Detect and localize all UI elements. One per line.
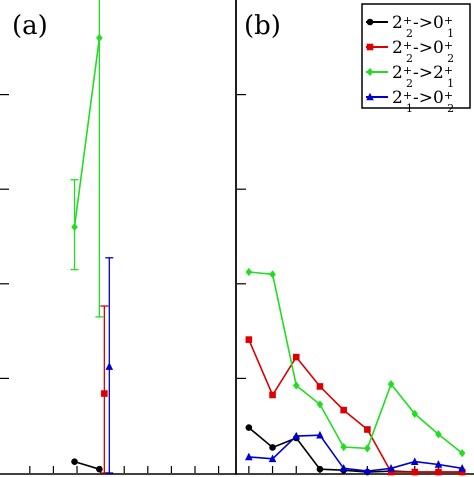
b-series-line-2: [248, 271, 463, 454]
legend-label-2-part-0: 2: [392, 63, 403, 83]
legend-marker-0: [366, 18, 374, 26]
panel-b-series: [245, 267, 466, 476]
legend-label-0-part-5: +: [444, 14, 453, 27]
b-point-0-1: [269, 444, 276, 451]
b-point-1-8: [435, 468, 442, 476]
legend-label-2-part-5: +: [444, 64, 453, 77]
legend-label-1-part-6: 2: [447, 52, 454, 65]
legend-label-2-part-6: 1: [447, 77, 454, 90]
a-point-0-0: [71, 458, 78, 465]
panel-a-frame: [0, 0, 237, 475]
legend-label-3-part-0: 2: [392, 88, 403, 108]
legend-label-1-part-2: 2: [406, 52, 413, 65]
legend-label-3-part-1: +: [403, 89, 412, 102]
legend-label-3-part-3: ->: [413, 88, 433, 108]
legend-label-2-part-4: 2: [433, 63, 444, 83]
b-point-3-6: [387, 463, 395, 472]
panel-a-ticks: [0, 93, 220, 473]
b-point-2-3: [316, 400, 324, 409]
legend-label-1-part-3: ->: [413, 38, 433, 58]
legend-label-3: 2+ 1->0+ 2: [392, 88, 454, 115]
legend: 2+ 2->0+ 12+ 2->0+ 22+ 2->2+ 12+ 1->0+ 2: [361, 3, 471, 115]
legend-label-2-part-3: ->: [413, 63, 433, 83]
b-point-1-6: [387, 468, 395, 476]
legend-label-1-part-0: 2: [392, 38, 403, 58]
b-point-1-3: [316, 383, 324, 390]
b-point-3-9: [458, 463, 466, 472]
b-point-2-0: [245, 267, 253, 277]
b-point-3-3: [316, 430, 324, 439]
legend-label-2-part-1: +: [403, 64, 412, 77]
panel-b: (b): [235, 0, 474, 476]
b-series-line-3: [248, 434, 463, 472]
b-point-1-9: [458, 468, 466, 476]
b-point-1-7: [411, 468, 419, 476]
b-point-3-5: [363, 466, 372, 475]
legend-label-1-part-5: +: [444, 39, 453, 52]
b-point-2-1: [269, 270, 276, 279]
legend-label-0-part-2: 2: [406, 27, 413, 40]
a-point-2-1: [96, 33, 103, 42]
b-point-3-0: [245, 452, 253, 461]
legend-label-2: 2+ 2->2+ 1: [392, 63, 454, 90]
legend-label-1-part-1: +: [403, 39, 412, 52]
b-point-2-4: [340, 442, 347, 452]
legend-label-3-part-2: 1: [406, 102, 413, 115]
panel-a-label: (a): [12, 11, 48, 41]
b-point-0-3: [316, 465, 324, 473]
b-series-line-1: [248, 339, 463, 473]
a-point-3-0: [105, 362, 114, 370]
legend-entries: 2+ 2->0+ 12+ 2->0+ 22+ 2->2+ 12+ 1->0+ 2: [366, 13, 454, 115]
b-point-2-9: [458, 449, 466, 458]
b-point-1-5: [364, 426, 371, 433]
b-point-3-2: [292, 431, 301, 440]
panel-a: (a): [0, 0, 237, 475]
b-point-1-2: [292, 353, 300, 361]
b-point-2-2: [292, 381, 300, 390]
b-point-0-0: [245, 424, 253, 431]
b-point-3-4: [339, 463, 348, 472]
legend-label-0-part-4: 0: [433, 13, 444, 33]
panel-a-series: [70, 0, 114, 474]
legend-label-0-part-6: 1: [447, 27, 454, 40]
legend-label-0-part-3: ->: [413, 13, 433, 33]
a-point-0-1: [96, 465, 103, 473]
a-point-2-0: [71, 222, 78, 232]
b-point-2-7: [411, 409, 419, 418]
b-point-2-5: [364, 444, 371, 453]
panel-b-label: (b): [244, 11, 281, 41]
b-point-2-6: [387, 379, 395, 389]
legend-label-0: 2+ 2->0+ 1: [392, 13, 454, 40]
legend-label-2-part-2: 2: [406, 77, 413, 90]
b-point-1-4: [340, 406, 347, 414]
legend-marker-1: [366, 43, 374, 51]
legend-marker-3: [366, 92, 374, 101]
panel-b-frame: [235, 0, 474, 475]
panel-b-ticks: [237, 93, 463, 473]
b-point-1-1: [269, 391, 276, 399]
a-point-1-0: [101, 390, 108, 397]
b-point-1-0: [245, 336, 253, 343]
legend-label-1: 2+ 2->0+ 2: [392, 38, 454, 65]
a-series-line-2: [73, 37, 101, 228]
b-point-2-8: [435, 430, 442, 439]
b-point-3-8: [434, 460, 443, 468]
legend-marker-2: [366, 67, 374, 77]
legend-label-0-part-1: +: [403, 14, 412, 27]
legend-label-3-part-4: 0: [433, 88, 444, 108]
legend-label-3-part-6: 2: [447, 102, 454, 115]
a-series-line-0: [74, 460, 100, 470]
legend-label-0-part-0: 2: [392, 13, 403, 33]
b-point-3-1: [268, 454, 277, 463]
legend-label-3-part-5: +: [444, 89, 453, 102]
legend-label-1-part-4: 0: [433, 38, 444, 58]
b-point-3-7: [410, 457, 419, 465]
